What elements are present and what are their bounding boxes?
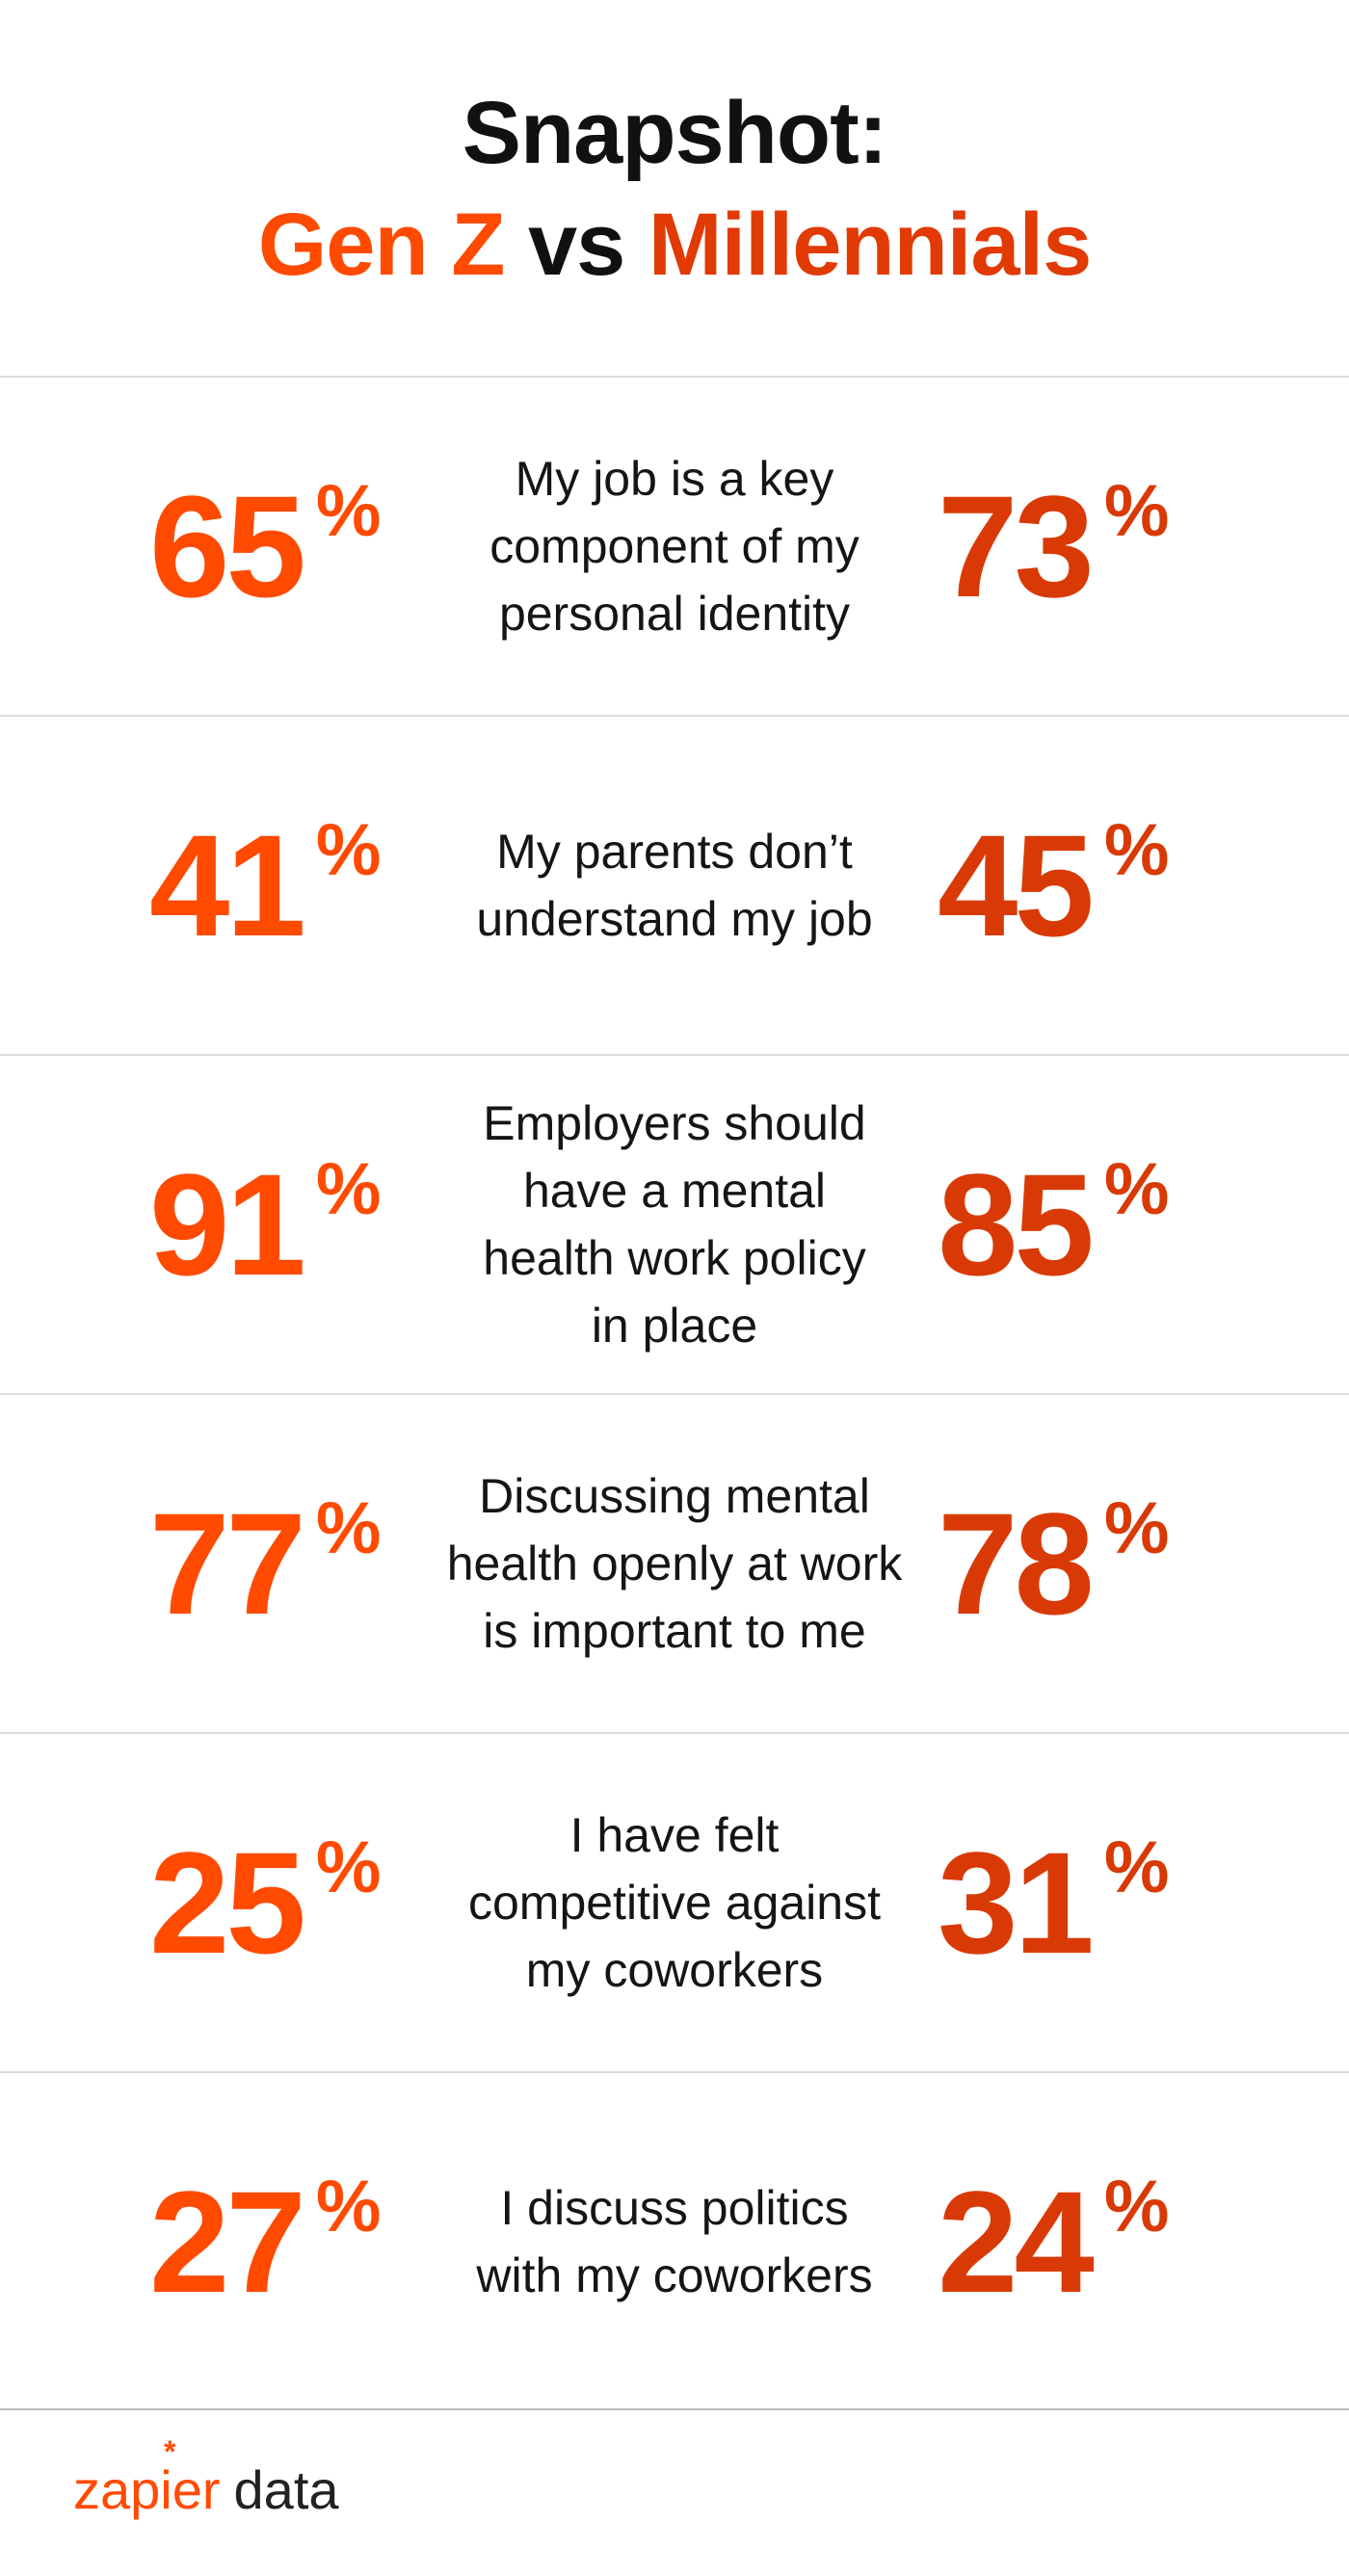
statement-line: health work policy: [483, 1231, 866, 1285]
statement-line: my coworkers: [525, 1943, 824, 1997]
page-subtitle: Gen Z vs Millennials: [0, 200, 1349, 289]
gen-z-value: 65: [149, 465, 306, 627]
percent-sign: %: [315, 470, 382, 552]
statement-line: have a mental: [522, 1164, 827, 1218]
footer: zapier * data: [0, 2420, 1349, 2576]
page-title: Snapshot:: [462, 84, 888, 182]
statement-line: understand my job: [476, 892, 873, 946]
percent-sign: %: [1103, 470, 1170, 552]
statement-line: My job is a key: [515, 452, 834, 506]
gen-z-stat: 91%: [149, 1056, 381, 1393]
statement-line: in place: [591, 1299, 758, 1353]
gen-z-value: 41: [149, 804, 306, 966]
percent-sign: %: [315, 1487, 382, 1569]
gen-z-value: 77: [149, 1483, 306, 1644]
statement-label: Employers should have a mental health work…: [429, 1056, 920, 1393]
zapier-asterisk-icon: *: [164, 2434, 176, 2469]
millennials-stat: 31%: [938, 1734, 1169, 2071]
percent-sign: %: [1103, 1148, 1170, 1230]
percent-sign: %: [1103, 1487, 1170, 1569]
gen-z-stat: 25%: [149, 1734, 381, 2071]
gen-z-stat: 77%: [149, 1395, 381, 1732]
percent-sign: %: [315, 1148, 382, 1230]
statement-line: Discussing mental: [479, 1469, 870, 1523]
statement-line: with my coworkers: [476, 2248, 873, 2302]
millennials-value: 31: [938, 1822, 1095, 1984]
table-row: 65% My job is a key component of my persona…: [0, 376, 1349, 715]
statement-line: competitive against: [467, 1876, 881, 1930]
percent-sign: %: [1103, 1827, 1170, 1908]
subtitle-millennials: Millennials: [648, 196, 1092, 294]
statement-line: I have felt: [569, 1808, 780, 1862]
statement-line: is important to me: [483, 1604, 866, 1658]
percent-sign: %: [315, 1827, 382, 1908]
statement-label: Discussing mental health openly at work is…: [429, 1395, 920, 1732]
percent-sign: %: [315, 2166, 382, 2247]
statement-label: I have felt competitive against my coworke…: [429, 1734, 920, 2071]
table-row: 77% Discussing mental health openly at wor…: [0, 1393, 1349, 1732]
percent-sign: %: [315, 809, 382, 891]
gen-z-stat: 65%: [149, 378, 381, 715]
millennials-stat: 24%: [938, 2073, 1169, 2410]
logo-brand: zapier *: [73, 2436, 221, 2520]
millennials-stat: 73%: [938, 378, 1169, 715]
millennials-stat: 85%: [938, 1056, 1169, 1393]
statement-line: I discuss politics: [500, 2181, 849, 2235]
millennials-value: 73: [938, 465, 1095, 627]
gen-z-value: 25: [149, 1822, 306, 1984]
statement-line: health openly at work: [446, 1537, 903, 1590]
gen-z-stat: 41%: [149, 717, 381, 1054]
logo-brand-text: zapier: [73, 2459, 221, 2520]
table-row: 41% My parents don’t understand my job 45%: [0, 715, 1349, 1054]
statement-label: My parents don’t understand my job: [429, 717, 920, 1054]
millennials-stat: 45%: [938, 717, 1169, 1054]
statement-label: My job is a key component of my personal i…: [429, 378, 920, 715]
statement-line: My parents don’t: [496, 825, 853, 879]
statement-line: personal identity: [498, 587, 851, 641]
percent-sign: %: [1103, 809, 1170, 891]
header: Snapshot: Gen Z vs Millennials: [0, 0, 1349, 376]
millennials-value: 78: [938, 1483, 1095, 1644]
subtitle-vs: vs: [528, 196, 625, 294]
millennials-value: 85: [938, 1143, 1095, 1305]
millennials-value: 45: [938, 804, 1095, 966]
zapier-data-logo: zapier * data: [73, 2436, 339, 2517]
millennials-stat: 78%: [938, 1395, 1169, 1732]
statement-line: component of my: [489, 519, 860, 573]
table-row: 91% Employers should have a mental health w…: [0, 1054, 1349, 1393]
logo-word: data: [233, 2459, 339, 2520]
statement-line: Employers should: [483, 1096, 866, 1150]
table-row: 27% I discuss politics with my coworkers 24…: [0, 2071, 1349, 2410]
percent-sign: %: [1103, 2166, 1170, 2247]
gen-z-value: 27: [149, 2161, 306, 2323]
table-row: 25% I have felt competitive against my cowo…: [0, 1732, 1349, 2071]
gen-z-value: 91: [149, 1143, 306, 1305]
millennials-value: 24: [938, 2161, 1095, 2323]
gen-z-stat: 27%: [149, 2073, 381, 2410]
subtitle-gen-z: Gen Z: [257, 196, 506, 294]
statement-label: I discuss politics with my coworkers: [429, 2073, 920, 2410]
